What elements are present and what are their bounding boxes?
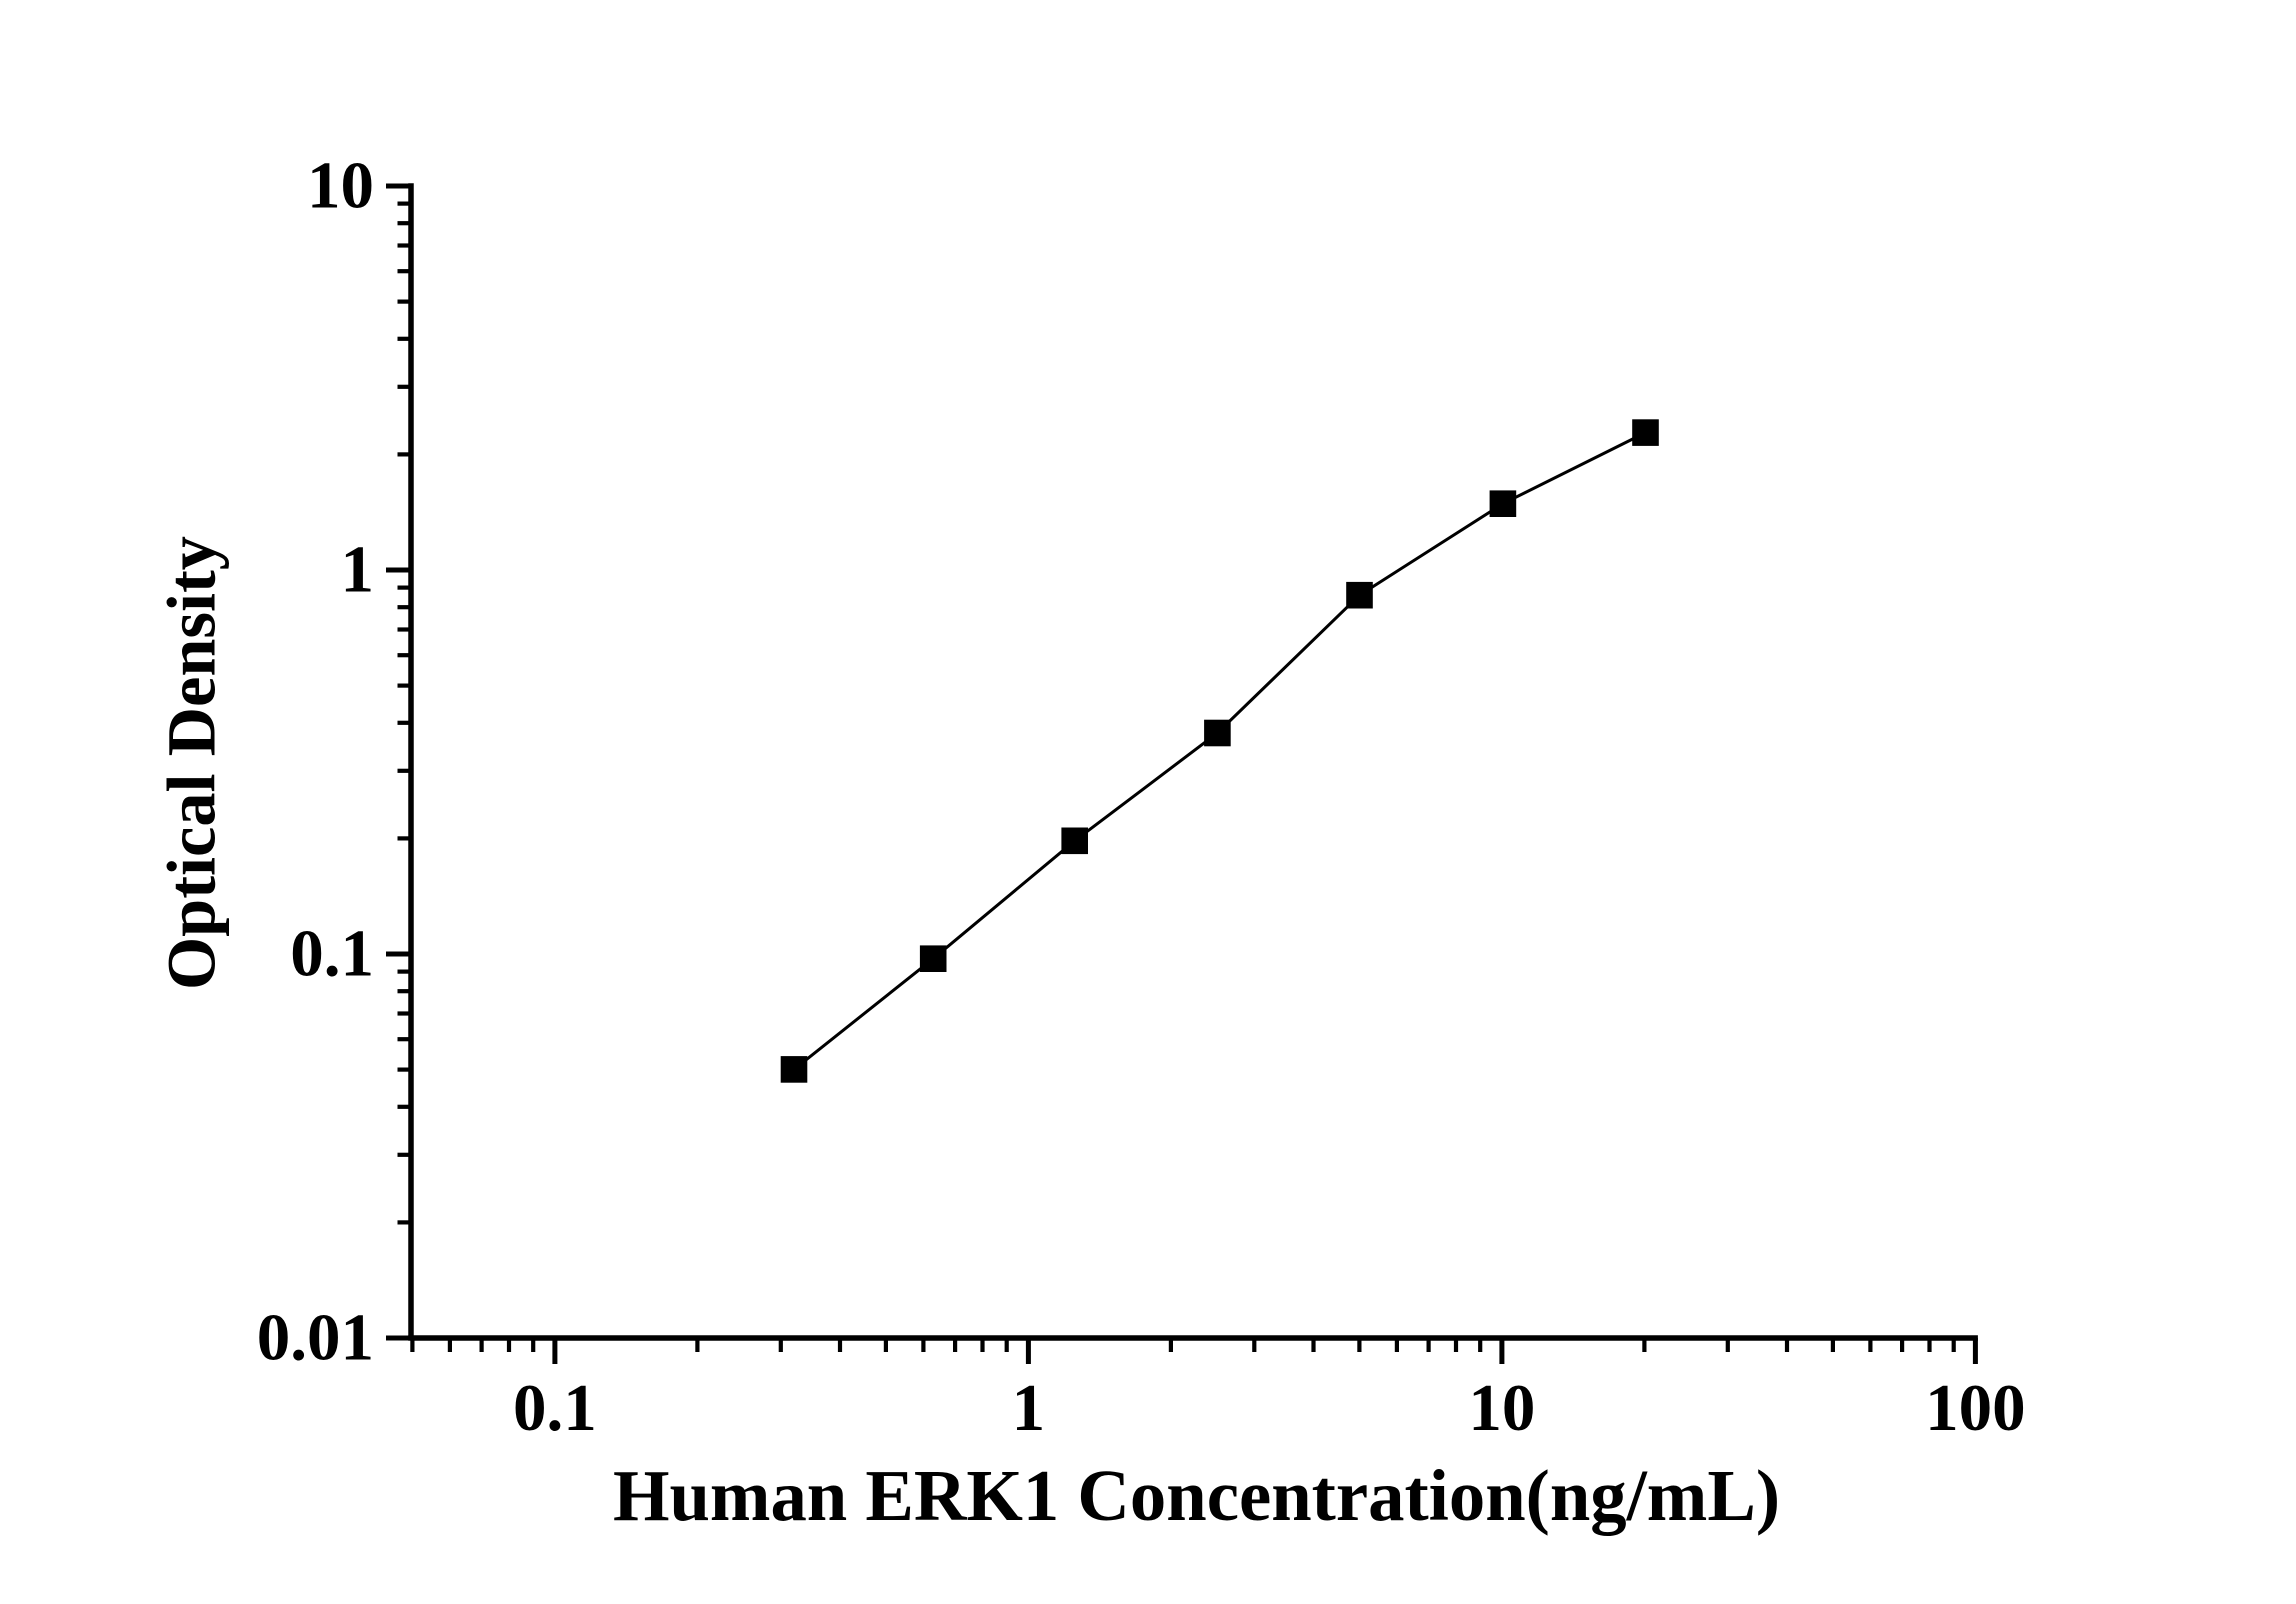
- svg-text:Optical Density: Optical Density: [154, 536, 230, 990]
- svg-text:10: 10: [1468, 1371, 1535, 1445]
- svg-text:10: 10: [307, 148, 374, 222]
- svg-text:1: 1: [341, 532, 375, 606]
- svg-text:Human ERK1 Concentration(ng/mL: Human ERK1 Concentration(ng/mL): [613, 1455, 1780, 1536]
- svg-text:100: 100: [1925, 1371, 2026, 1445]
- svg-text:1: 1: [1012, 1371, 1046, 1445]
- svg-text:0.1: 0.1: [290, 916, 374, 990]
- svg-text:0.1: 0.1: [513, 1371, 597, 1445]
- svg-text:0.01: 0.01: [257, 1300, 374, 1374]
